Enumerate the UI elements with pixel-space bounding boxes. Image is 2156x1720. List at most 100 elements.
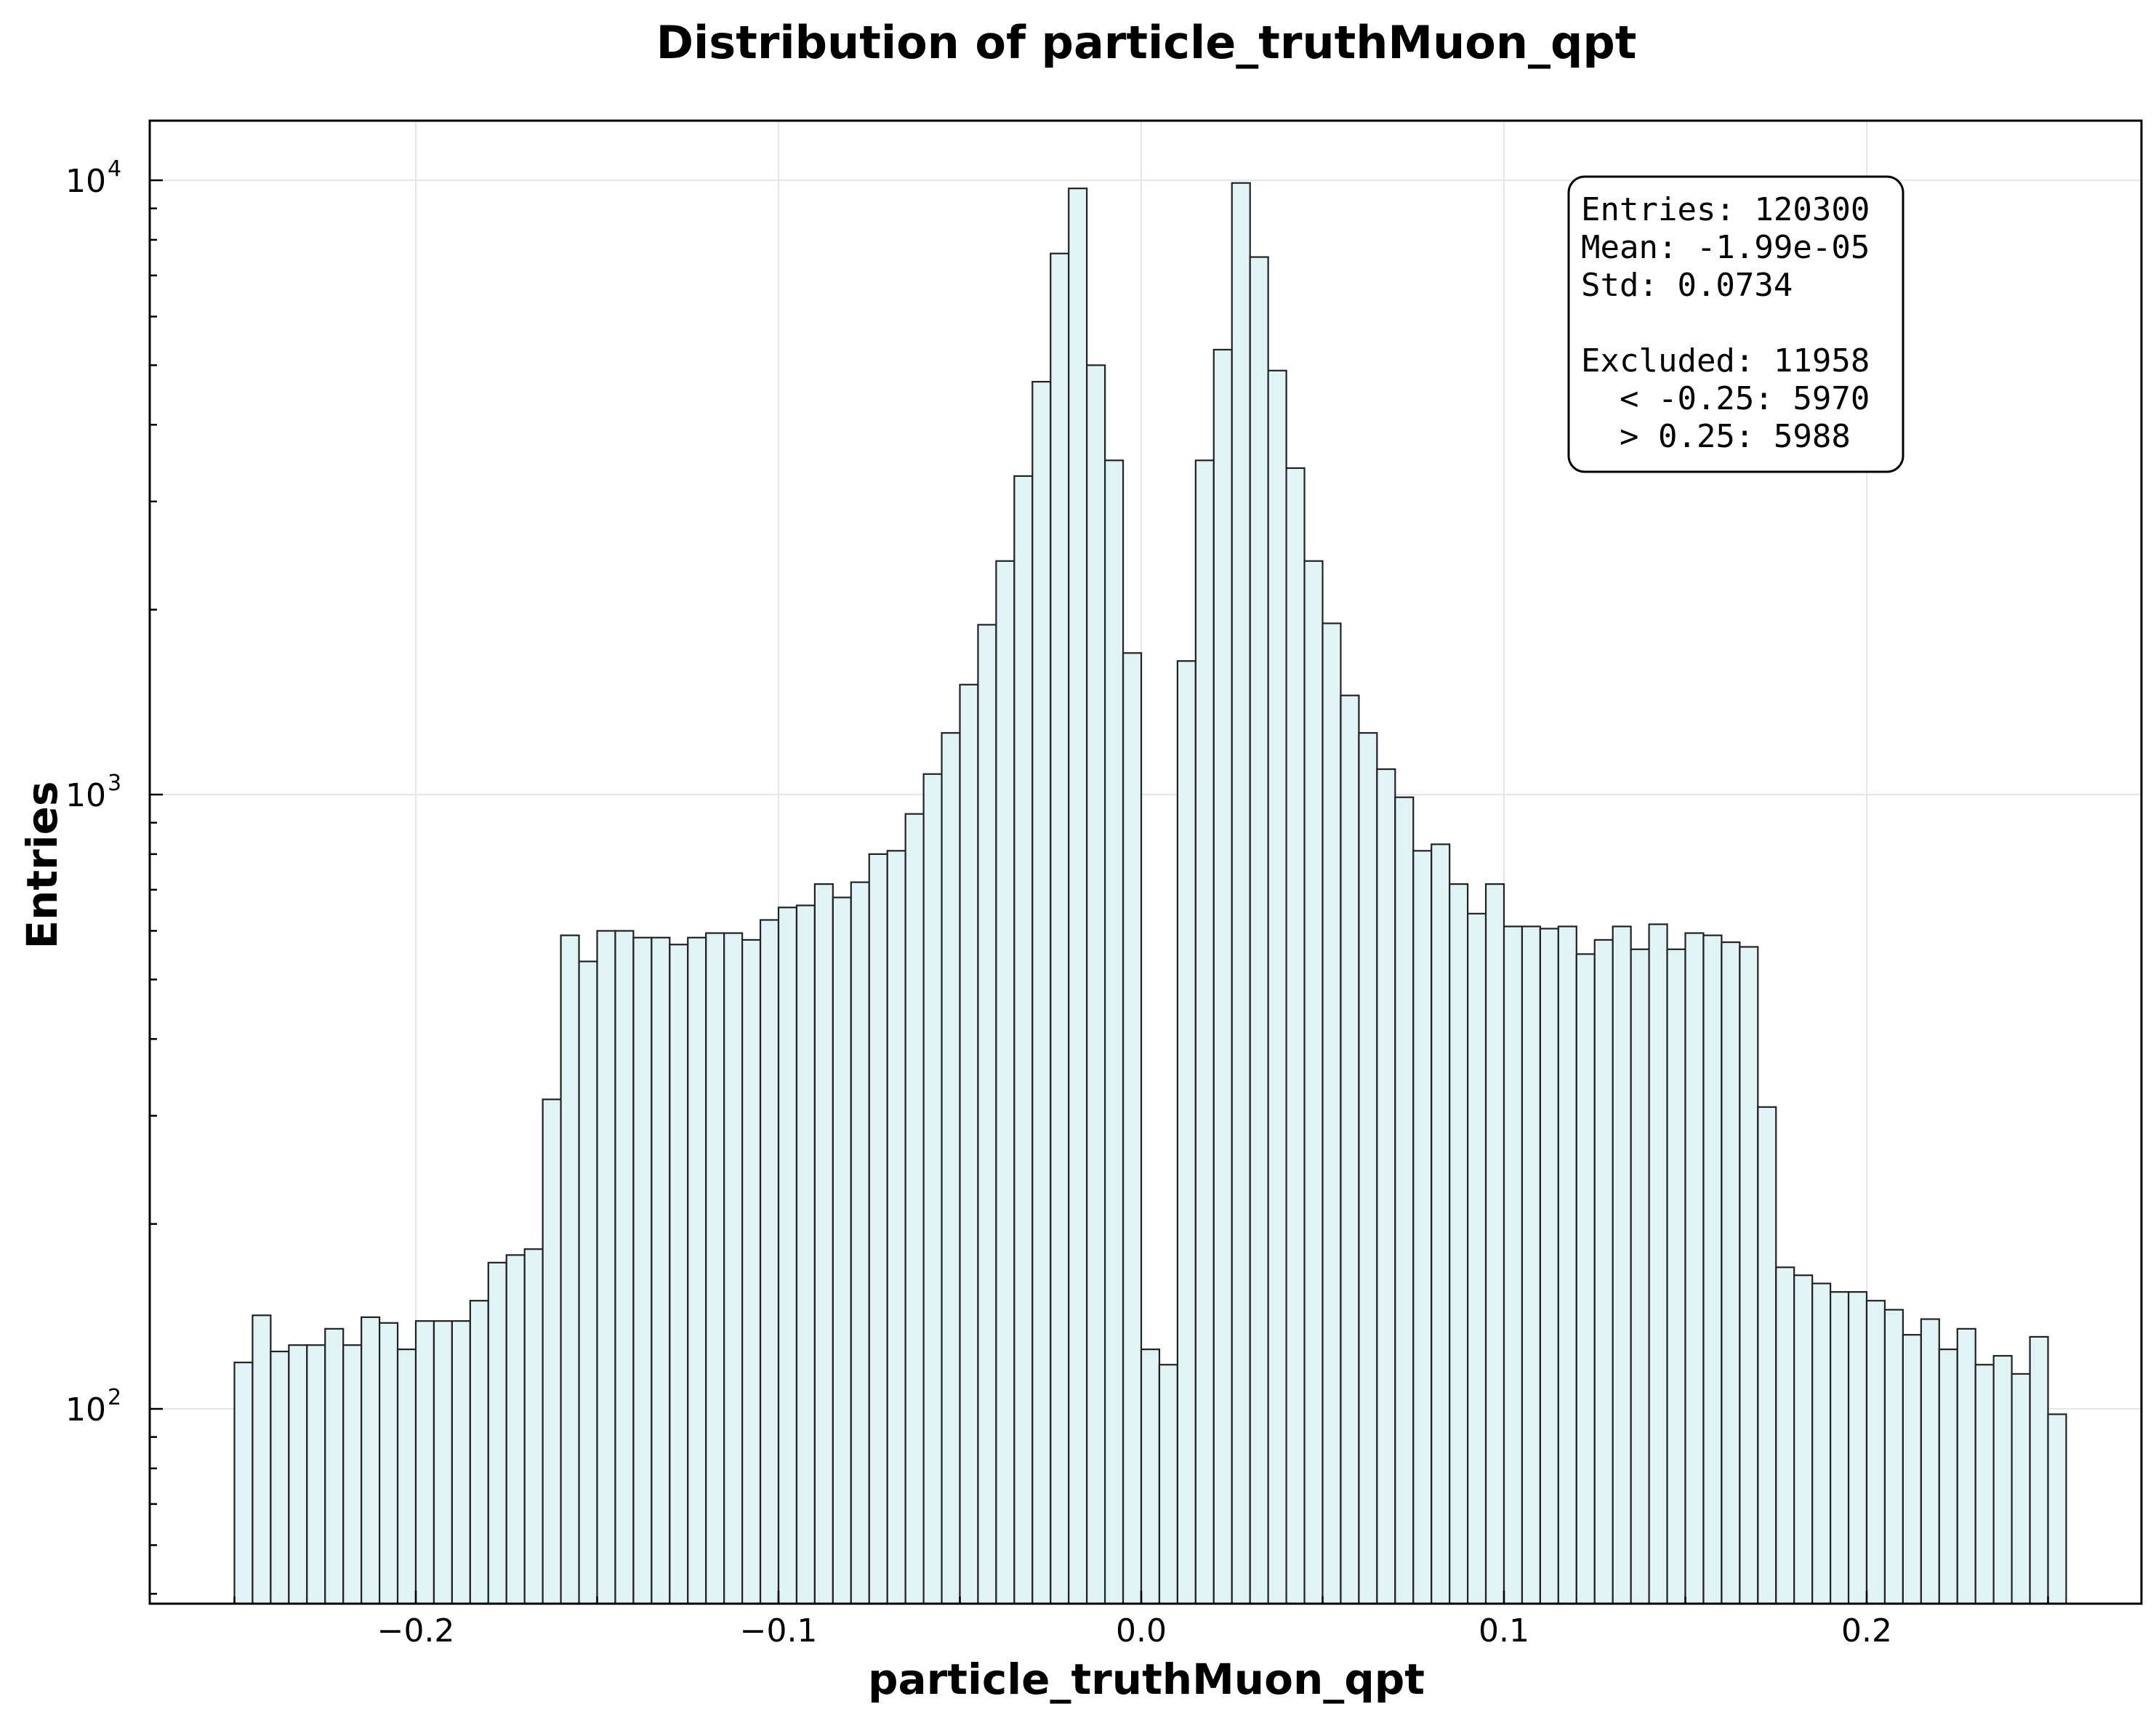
histogram-bar	[1593, 939, 1614, 1605]
histogram-bar	[306, 1344, 326, 1605]
histogram-bar	[1068, 188, 1088, 1605]
histogram-bar	[578, 960, 598, 1605]
histogram-bar	[1176, 660, 1196, 1605]
x-tick-label: 0.2	[1841, 1612, 1892, 1649]
histogram-bar	[723, 932, 744, 1605]
y-axis-label: Entries	[17, 781, 67, 949]
histogram-bar	[1974, 1364, 1995, 1605]
y-tick-label: 10 2	[65, 1385, 121, 1428]
histogram-bar	[1630, 948, 1650, 1605]
x-tick-label: −0.2	[377, 1612, 455, 1649]
histogram-bar	[669, 944, 689, 1605]
histogram-bar	[2047, 1413, 2067, 1605]
histogram-bar	[596, 930, 616, 1605]
histogram-bar	[1412, 850, 1433, 1605]
histogram-bar	[1158, 1364, 1178, 1605]
histogram-bar	[1503, 925, 1524, 1605]
histogram-bar	[813, 883, 834, 1605]
histogram-bar	[233, 1362, 254, 1605]
histogram-bar	[977, 624, 997, 1605]
histogram-bar	[396, 1349, 417, 1605]
histogram-bar	[850, 881, 870, 1605]
histogram-bar	[469, 1300, 489, 1605]
histogram-bar	[1122, 652, 1143, 1605]
histogram-bar	[451, 1320, 471, 1605]
histogram-bar	[1539, 928, 1559, 1605]
histogram-bar	[1194, 459, 1215, 1605]
histogram-bar	[1575, 953, 1596, 1605]
chart-title: Distribution of particle_truthMuon_qpt	[656, 16, 1637, 69]
histogram-bar	[1086, 364, 1106, 1605]
histogram-bar	[1702, 934, 1723, 1605]
histogram-bar	[741, 939, 762, 1605]
histogram-bar	[922, 773, 943, 1605]
histogram-bar	[1811, 1282, 1832, 1605]
histogram-bar	[1322, 622, 1342, 1605]
histogram-bar	[1376, 768, 1396, 1605]
histogram-bar	[505, 1254, 526, 1605]
histogram-bar	[1938, 1349, 1958, 1605]
histogram-bar	[614, 930, 635, 1605]
histogram-bar	[1249, 256, 1269, 1605]
histogram-bar	[651, 936, 671, 1605]
histogram-bar	[1648, 923, 1668, 1605]
stats-box-frame	[1567, 175, 1904, 473]
histogram-bar	[324, 1327, 345, 1605]
histogram-bar	[2029, 1335, 2049, 1605]
histogram-bar	[886, 850, 906, 1605]
histogram-bar	[1031, 380, 1052, 1605]
histogram-bar	[1484, 883, 1505, 1605]
histogram-bar	[1466, 912, 1487, 1605]
x-tick-label: 0.0	[1116, 1612, 1167, 1649]
histogram-bar	[252, 1314, 272, 1605]
histogram-bar	[1231, 182, 1251, 1605]
histogram-bar	[1721, 941, 1741, 1605]
histogram-bar	[270, 1350, 290, 1605]
histogram-bar	[795, 904, 816, 1605]
histogram-bar	[560, 934, 580, 1605]
histogram-bar	[433, 1320, 454, 1605]
histogram-bar	[759, 919, 780, 1605]
y-tick-label: 10 3	[65, 771, 121, 814]
histogram-bar	[1303, 560, 1324, 1605]
histogram-bar	[995, 560, 1015, 1605]
histogram-bar	[1757, 1106, 1777, 1605]
histogram-bar	[1956, 1327, 1976, 1605]
histogram-bar	[868, 853, 888, 1605]
histogram-bar	[1847, 1291, 1868, 1605]
histogram-bar	[542, 1098, 562, 1605]
histogram-bar	[1557, 925, 1577, 1605]
histogram-bar	[1612, 925, 1632, 1605]
histogram-bar	[1050, 252, 1070, 1605]
axis-ticks	[150, 179, 2049, 1604]
x-tick-label: 0.1	[1479, 1612, 1529, 1649]
histogram-bar	[687, 936, 707, 1605]
y-tick-exponent: 2	[108, 1385, 121, 1410]
histogram-bar	[777, 907, 798, 1605]
histogram-bar	[632, 936, 653, 1605]
y-tick-base: 10	[65, 1391, 106, 1428]
y-tick-base: 10	[65, 777, 106, 814]
histogram-bar	[904, 813, 925, 1605]
stats-line: > 0.25: 5988	[1581, 418, 1851, 455]
plot-frame	[148, 119, 2143, 1605]
stats-line: Entries: 120300	[1581, 191, 1870, 228]
x-tick-label: −0.1	[740, 1612, 818, 1649]
stats-line: Excluded: 11958	[1581, 342, 1870, 379]
histogram-bar	[1666, 948, 1686, 1605]
stats-line: Mean: -1.99e-05	[1581, 229, 1870, 266]
histogram-bar	[487, 1261, 507, 1605]
stats-line: Std: 0.0734	[1581, 267, 1793, 304]
histogram-bar	[342, 1344, 363, 1605]
y-tick-base: 10	[65, 163, 106, 200]
histogram-bar	[1140, 1349, 1161, 1605]
histogram-bar	[361, 1316, 381, 1605]
histogram-bar	[1431, 843, 1451, 1605]
histogram-bar	[1793, 1274, 1814, 1605]
histogram-bar	[705, 932, 725, 1605]
histogram-bar	[1739, 946, 1759, 1605]
histogram-bar	[1865, 1300, 1886, 1605]
